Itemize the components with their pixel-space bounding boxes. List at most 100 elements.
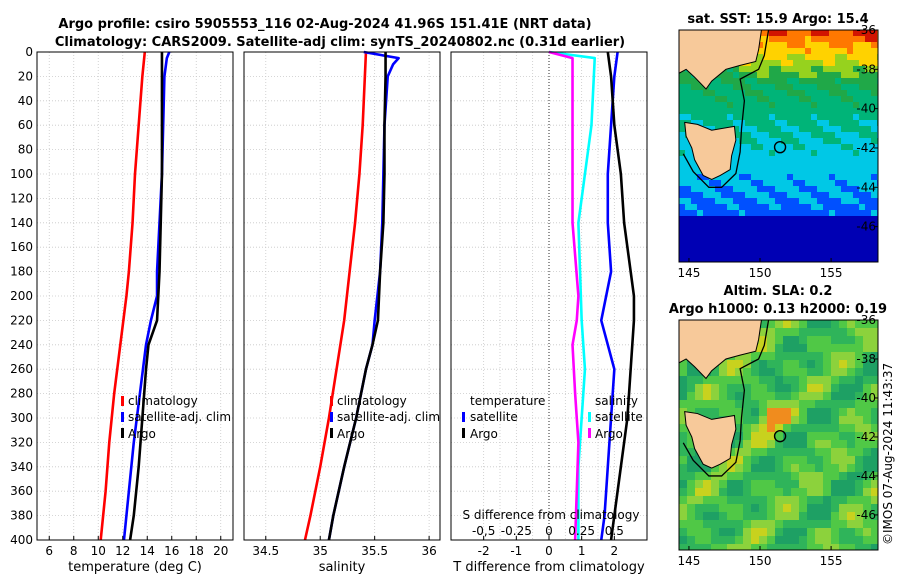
map-cell — [811, 126, 818, 133]
map-cell — [799, 120, 806, 127]
map-cell — [763, 222, 770, 229]
figure-title-line2: Climatology: CARS2009. Satellite-adj cli… — [55, 35, 625, 50]
map-cell — [767, 424, 776, 433]
map-cell — [787, 162, 794, 169]
map-cell — [807, 528, 816, 537]
map-cell — [793, 126, 800, 133]
map-cell — [679, 132, 686, 139]
map-cell — [871, 144, 878, 151]
map-cell — [745, 156, 752, 163]
map-cell — [793, 156, 800, 163]
map-cell — [847, 90, 854, 97]
map-cell — [855, 344, 864, 353]
map-cell — [799, 240, 806, 247]
map-cell — [793, 186, 800, 193]
map-cell — [759, 528, 768, 537]
map-frame — [678, 29, 879, 263]
map-cell — [775, 144, 782, 151]
map-cell — [807, 464, 816, 473]
map-cell — [787, 66, 794, 73]
map-cell — [871, 72, 878, 79]
map-cell — [799, 352, 808, 361]
y-tick-label: 380 — [10, 509, 33, 523]
map-cell — [767, 448, 776, 457]
map-cell — [823, 480, 832, 489]
map-cell — [847, 162, 854, 169]
map-cell — [703, 504, 712, 513]
map-cell — [831, 528, 840, 537]
map-cell — [811, 36, 818, 43]
map-cell — [745, 174, 752, 181]
map-cell — [715, 216, 722, 223]
map-cell — [835, 156, 842, 163]
map-cell — [787, 132, 794, 139]
map-cell — [719, 360, 728, 369]
map-cell — [757, 234, 764, 241]
map-cell — [853, 192, 860, 199]
map-cell — [859, 198, 866, 205]
map-cell — [751, 156, 758, 163]
map-cell — [823, 132, 830, 139]
map-cell — [775, 344, 784, 353]
map-cell — [859, 96, 866, 103]
map-cell — [805, 192, 812, 199]
map-cell — [823, 66, 830, 73]
map-cell — [871, 228, 878, 235]
map-cell — [757, 48, 764, 55]
map-cell — [831, 408, 840, 417]
map-cell — [691, 186, 698, 193]
map-cell — [685, 168, 692, 175]
map-cell — [823, 512, 832, 521]
map-cell — [817, 252, 824, 259]
map-cell — [823, 440, 832, 449]
map-cell — [835, 120, 842, 127]
map-cell — [735, 528, 744, 537]
map-cell — [865, 216, 872, 223]
map-cell — [679, 150, 686, 157]
map-cell — [791, 432, 800, 441]
map-cell — [743, 488, 752, 497]
map-cell — [799, 408, 808, 417]
map-cell — [769, 30, 776, 37]
map-frame — [678, 319, 879, 551]
map-cell — [793, 66, 800, 73]
map-cell — [835, 234, 842, 241]
map-cell — [763, 102, 770, 109]
map-cell — [745, 102, 752, 109]
map-cell — [743, 456, 752, 465]
map-cell — [859, 204, 866, 211]
map-y-tick-label: -44 — [856, 469, 876, 483]
map-cell — [853, 204, 860, 211]
map-cell — [767, 408, 776, 417]
map-cell — [781, 108, 788, 115]
map-cell — [871, 204, 878, 211]
map-cell — [735, 352, 744, 361]
map-cell — [799, 216, 806, 223]
map-cell — [703, 544, 712, 550]
map-cell — [847, 132, 854, 139]
map-cell — [829, 234, 836, 241]
map-cell — [733, 78, 740, 85]
map-cell — [721, 186, 728, 193]
map-cell — [783, 440, 792, 449]
map-body — [679, 320, 878, 550]
map-cell — [847, 424, 856, 433]
map-cell — [829, 54, 836, 61]
map-cell — [751, 60, 758, 67]
map-cell — [841, 114, 848, 121]
map-cell — [805, 108, 812, 115]
map-cell — [859, 90, 866, 97]
map-cell — [811, 72, 818, 79]
map-cell — [835, 108, 842, 115]
map-cell — [847, 144, 854, 151]
map-cell — [751, 512, 760, 521]
map-cell — [805, 132, 812, 139]
map-cell — [871, 424, 878, 433]
map-cell — [815, 504, 824, 513]
map-cell — [847, 204, 854, 211]
map-cell — [679, 96, 686, 103]
map-cell — [751, 464, 760, 473]
map-cell — [727, 222, 734, 229]
map-cell — [703, 192, 710, 199]
map-cell — [859, 84, 866, 91]
